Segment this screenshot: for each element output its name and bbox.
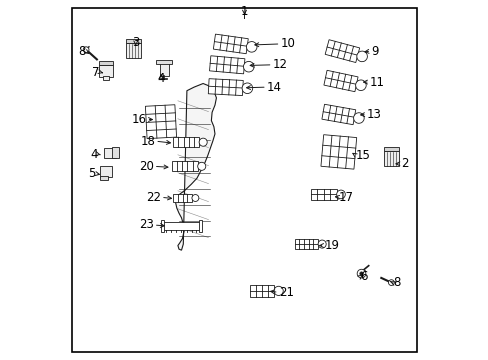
Polygon shape <box>175 84 216 250</box>
Text: 5: 5 <box>87 167 95 180</box>
Bar <box>323 70 357 92</box>
Bar <box>126 43 141 58</box>
Circle shape <box>197 162 205 170</box>
Bar <box>384 147 398 151</box>
Text: 16: 16 <box>131 113 146 126</box>
Text: 21: 21 <box>278 286 293 299</box>
Bar <box>320 135 356 169</box>
Text: 7: 7 <box>92 66 100 78</box>
Circle shape <box>242 83 252 94</box>
Bar <box>145 105 176 139</box>
Text: 4: 4 <box>157 72 164 85</box>
Bar <box>325 40 359 63</box>
Circle shape <box>355 80 366 90</box>
Bar <box>161 220 163 232</box>
Text: 9: 9 <box>370 45 378 58</box>
Text: 1: 1 <box>240 5 248 18</box>
Text: 14: 14 <box>266 81 281 94</box>
Bar <box>156 60 172 64</box>
Bar <box>173 194 192 202</box>
Text: 17: 17 <box>338 191 353 204</box>
Bar <box>173 137 199 147</box>
Bar <box>100 166 112 177</box>
Bar <box>321 104 355 125</box>
Text: 13: 13 <box>366 108 381 121</box>
Bar <box>101 176 107 180</box>
Bar <box>209 56 244 74</box>
Bar <box>208 79 243 95</box>
Text: 8: 8 <box>78 45 85 58</box>
Bar <box>104 148 115 158</box>
Circle shape <box>246 41 257 52</box>
Bar <box>99 61 113 65</box>
Text: 11: 11 <box>369 76 384 89</box>
Text: 15: 15 <box>355 149 370 162</box>
Circle shape <box>318 240 325 248</box>
Bar <box>294 239 318 249</box>
Text: 2: 2 <box>400 157 408 170</box>
Circle shape <box>243 62 254 72</box>
Bar <box>310 189 336 200</box>
Circle shape <box>359 272 363 275</box>
Circle shape <box>199 138 207 146</box>
Text: 19: 19 <box>324 239 339 252</box>
Circle shape <box>356 51 366 62</box>
Text: 20: 20 <box>139 160 153 173</box>
Bar <box>103 76 108 80</box>
Circle shape <box>353 113 364 123</box>
Text: 12: 12 <box>272 58 287 71</box>
Text: 8: 8 <box>392 276 399 289</box>
Text: 23: 23 <box>139 219 153 231</box>
Text: 22: 22 <box>146 191 161 204</box>
Circle shape <box>273 286 283 296</box>
Circle shape <box>336 190 345 199</box>
Bar <box>171 161 197 171</box>
Bar <box>126 39 141 43</box>
Bar <box>162 222 200 230</box>
Circle shape <box>387 280 393 285</box>
Text: 10: 10 <box>280 37 295 50</box>
Circle shape <box>192 194 199 202</box>
Bar <box>112 147 119 158</box>
Bar <box>384 151 398 166</box>
Text: 18: 18 <box>140 135 155 148</box>
Text: 4: 4 <box>90 148 98 161</box>
Bar <box>213 34 248 54</box>
Bar <box>249 285 273 297</box>
Text: 6: 6 <box>360 270 367 283</box>
Circle shape <box>83 47 89 53</box>
Circle shape <box>356 269 365 278</box>
Bar <box>160 63 168 76</box>
Text: 3: 3 <box>132 36 139 49</box>
Bar <box>99 65 113 77</box>
Bar <box>199 220 202 232</box>
